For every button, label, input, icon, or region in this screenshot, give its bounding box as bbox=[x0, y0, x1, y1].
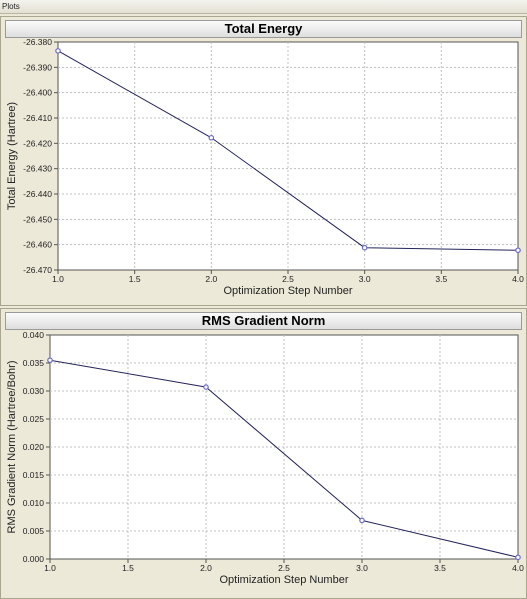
window-title: Plots bbox=[0, 0, 527, 14]
x-tick-label: 1.5 bbox=[129, 274, 141, 284]
y-tick-label: 0.020 bbox=[23, 442, 45, 452]
total-energy-chart: 1.0 1.5 2.0 2.5 3.0 3.5 4.0 -26.380 -26.390 -26.4… bbox=[6, 37, 524, 297]
total-energy-panel: Total Energy 1.0 1.5 2.0 2.5 3.0 3.5 4.0 -26.38… bbox=[0, 16, 527, 306]
data-point bbox=[361, 244, 368, 251]
x-tick-label: 4.0 bbox=[512, 563, 524, 573]
y-axis-label: RMS Gradient Norm (Hartree/Bohr) bbox=[6, 361, 18, 534]
y-tick-label: -26.430 bbox=[23, 164, 52, 174]
data-point bbox=[203, 384, 209, 390]
x-tick-label: 1.0 bbox=[44, 563, 56, 573]
x-tick-label: 2.5 bbox=[278, 563, 290, 573]
y-tick-label: 0.035 bbox=[23, 358, 45, 368]
chart-title: RMS Gradient Norm bbox=[5, 312, 522, 330]
data-point bbox=[47, 357, 53, 364]
y-tick-label: -26.420 bbox=[23, 138, 52, 148]
x-tick-label: 2.0 bbox=[205, 274, 217, 284]
y-tick-label: -26.400 bbox=[23, 88, 52, 98]
y-tick-label: 0.005 bbox=[23, 526, 45, 536]
chart-title: Total Energy bbox=[5, 20, 522, 38]
x-tick-label: 3.5 bbox=[434, 563, 446, 573]
x-tick-label: 1.0 bbox=[52, 274, 64, 284]
y-axis-label: Total Energy (Hartree) bbox=[6, 102, 18, 210]
x-axis-label: Optimization Step Number bbox=[220, 574, 349, 586]
rms-gradient-chart: 1.0 1.5 2.0 2.5 3.0 3.5 4.0 0.040 0.035 0.030 0.02… bbox=[6, 330, 524, 586]
rms-gradient-panel: RMS Gradient Norm 1.0 1.5 2.0 2.5 3.0 3.5 4.0 0… bbox=[0, 308, 527, 599]
y-tick-label: 0.010 bbox=[23, 498, 45, 508]
x-tick-label: 3.0 bbox=[356, 563, 368, 573]
y-tick-label: -26.390 bbox=[23, 62, 52, 72]
y-tick-label: 0.040 bbox=[23, 330, 45, 340]
x-tick-label: 2.5 bbox=[282, 274, 294, 284]
y-tick-label: -26.460 bbox=[23, 240, 52, 250]
y-tick-label: -26.440 bbox=[23, 189, 52, 199]
data-point bbox=[208, 134, 215, 141]
x-tick-label: 1.5 bbox=[122, 563, 134, 573]
y-tick-label: 0.015 bbox=[23, 470, 45, 480]
x-tick-label: 2.0 bbox=[200, 563, 212, 573]
y-tick-label: -26.380 bbox=[23, 37, 52, 47]
x-tick-label: 3.5 bbox=[435, 274, 447, 284]
y-tick-label: -26.410 bbox=[23, 113, 52, 123]
y-tick-label: 0.025 bbox=[23, 414, 45, 424]
y-tick-label: 0.030 bbox=[23, 386, 45, 396]
data-point bbox=[515, 247, 521, 254]
data-point bbox=[55, 48, 61, 54]
y-tick-label: 0.000 bbox=[23, 554, 45, 564]
x-axis-label: Optimization Step Number bbox=[224, 285, 353, 297]
x-tick-label: 4.0 bbox=[512, 274, 524, 284]
series-line bbox=[57, 50, 519, 251]
y-tick-label: -26.470 bbox=[23, 265, 52, 275]
data-point bbox=[359, 517, 365, 524]
y-tick-label: -26.450 bbox=[23, 214, 52, 224]
series-line bbox=[49, 359, 519, 558]
data-point bbox=[515, 554, 521, 561]
x-tick-label: 3.0 bbox=[359, 274, 371, 284]
